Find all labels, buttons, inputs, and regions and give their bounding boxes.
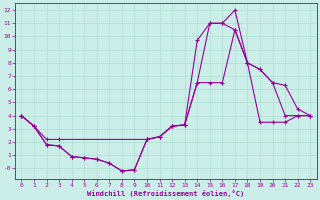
X-axis label: Windchill (Refroidissement éolien,°C): Windchill (Refroidissement éolien,°C)	[87, 190, 244, 197]
